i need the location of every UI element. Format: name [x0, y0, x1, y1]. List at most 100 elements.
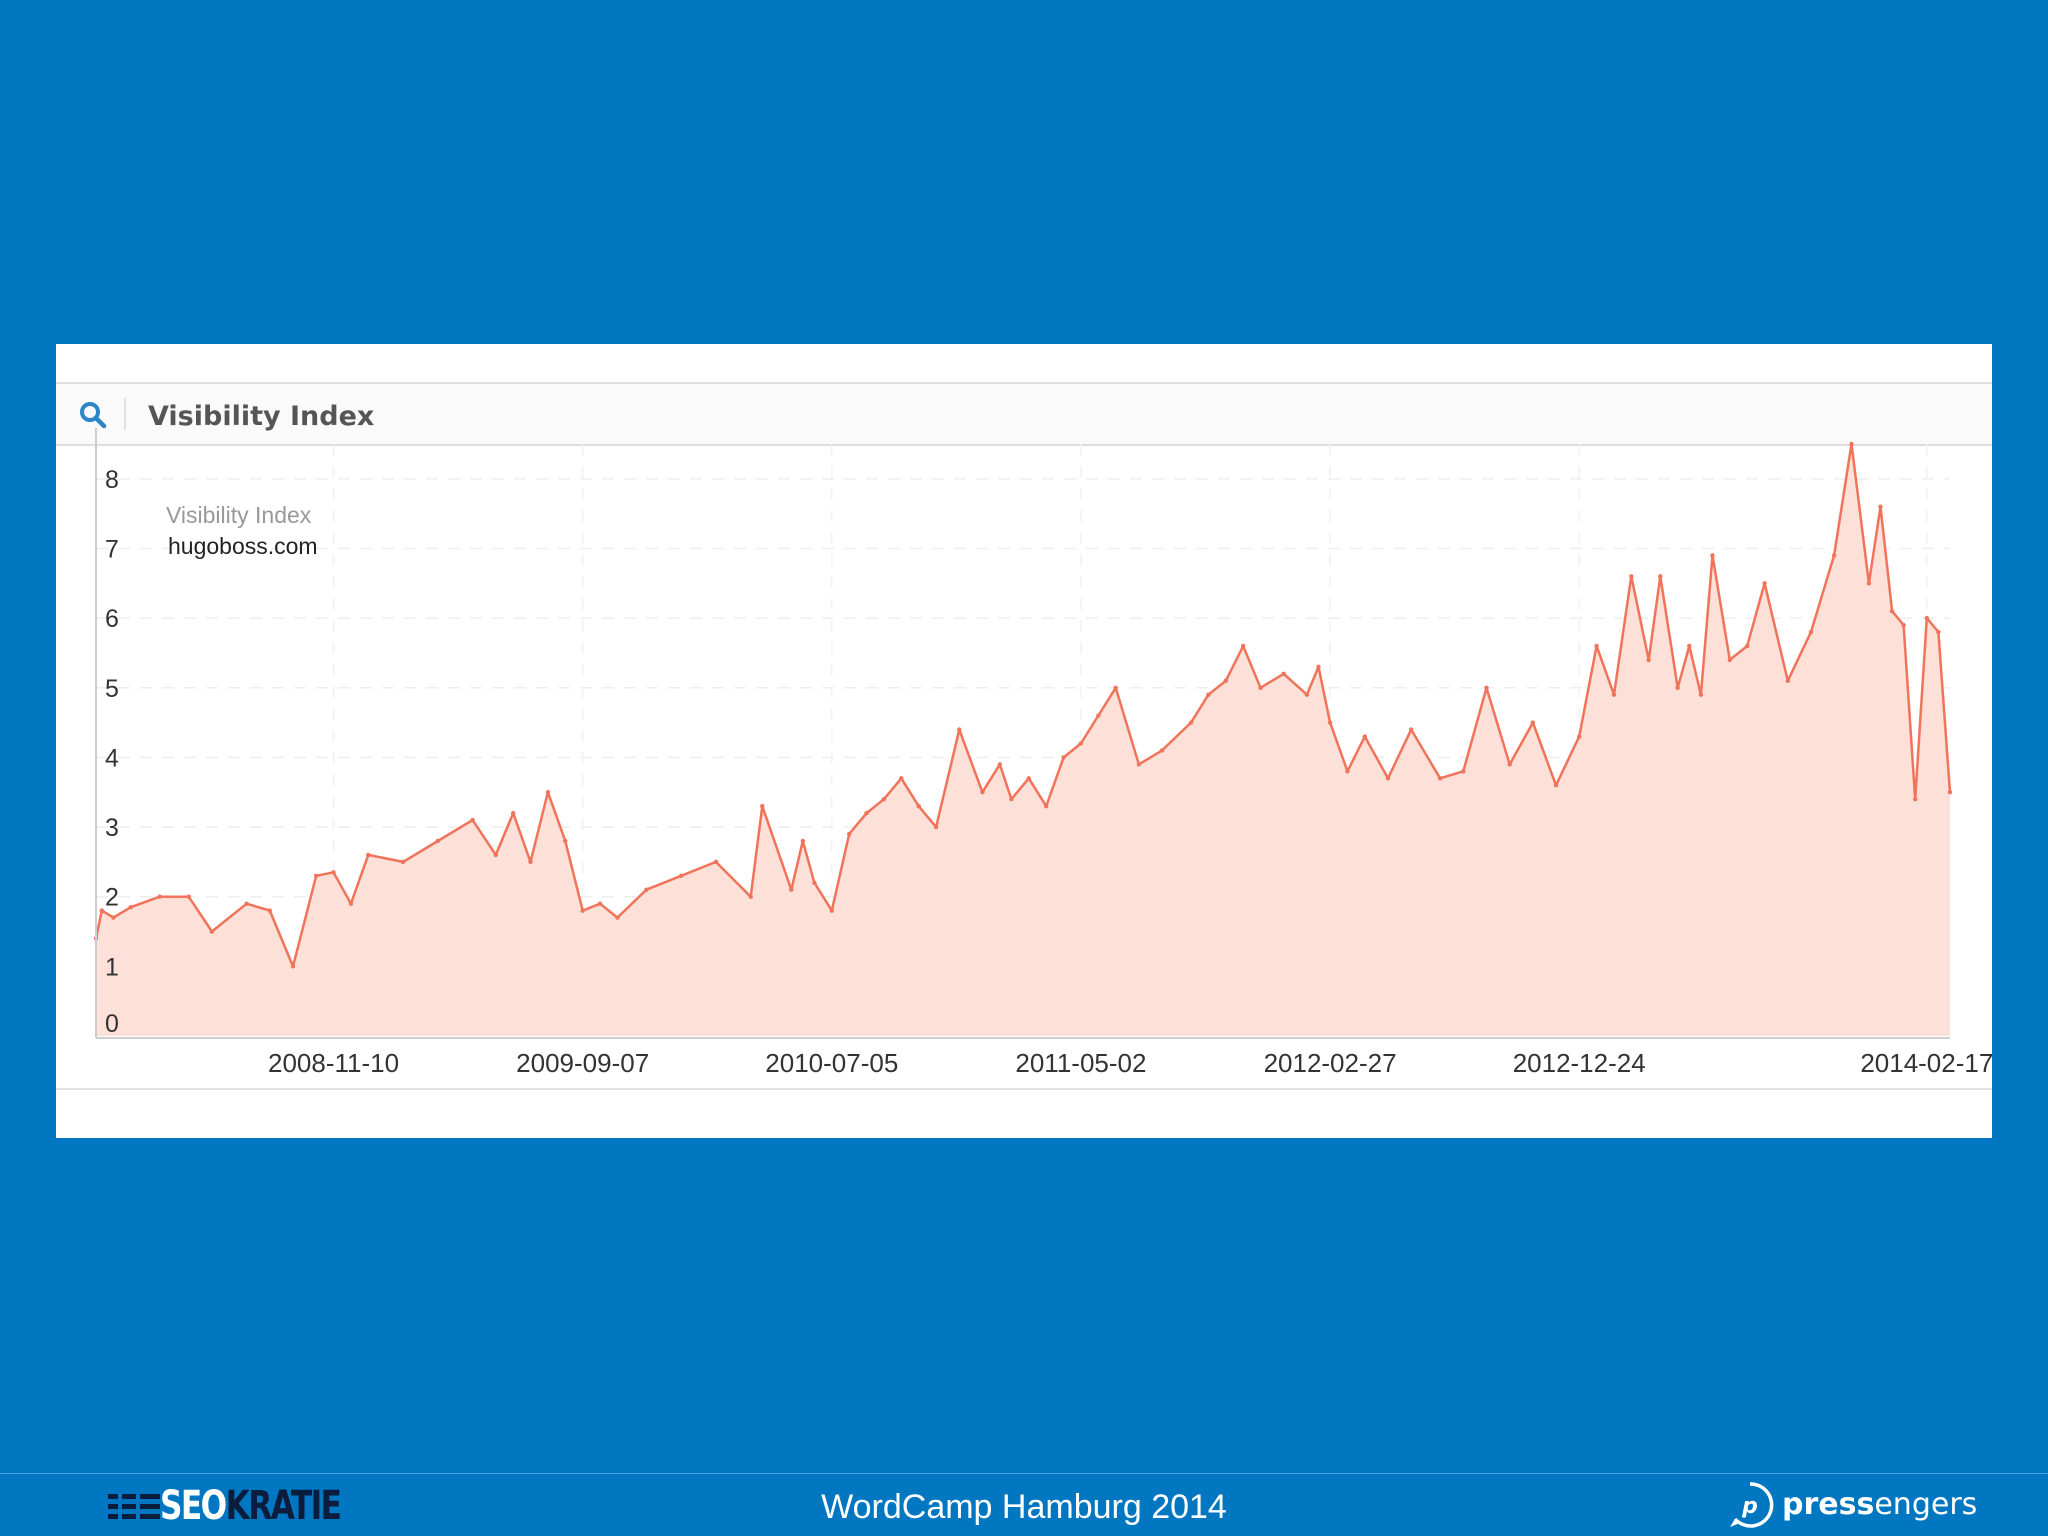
data-point	[1258, 685, 1263, 690]
data-point	[1849, 441, 1854, 447]
data-point	[1206, 692, 1211, 697]
data-point	[1878, 504, 1883, 509]
data-point	[1913, 797, 1918, 802]
data-point	[1026, 776, 1031, 781]
data-point	[1345, 769, 1350, 774]
data-point	[1831, 553, 1837, 558]
data-point	[881, 797, 887, 802]
x-tick-label: 2014-02-17	[1860, 1048, 1992, 1078]
data-point	[1408, 727, 1414, 732]
data-point	[1240, 643, 1246, 649]
data-point	[580, 908, 585, 913]
data-point	[1947, 790, 1953, 795]
data-point	[348, 901, 354, 906]
data-point	[1808, 629, 1814, 635]
data-point	[1710, 553, 1715, 558]
data-point	[1316, 664, 1321, 670]
series-area-hugoboss	[96, 444, 1950, 1036]
data-point	[980, 790, 985, 795]
series-line-hugoboss	[94, 442, 1952, 968]
data-point	[331, 870, 336, 875]
data-point	[244, 901, 249, 906]
data-point	[1043, 803, 1049, 809]
seokratie-logo: SEOKRATIE	[108, 1484, 391, 1528]
data-point	[209, 929, 215, 934]
data-point	[1785, 678, 1790, 683]
data-point	[1698, 692, 1704, 697]
data-point	[1009, 797, 1014, 802]
data-point	[510, 810, 516, 816]
data-point	[1281, 671, 1286, 677]
data-point	[800, 838, 806, 844]
data-point	[1096, 713, 1101, 718]
data-point	[1889, 608, 1895, 614]
seokratie-bars-icon	[108, 1486, 160, 1526]
data-point	[997, 762, 1003, 767]
data-point	[1646, 657, 1651, 663]
footer-divider	[0, 1473, 2048, 1474]
pressengers-wordmark: pressengers	[1782, 1487, 1978, 1522]
data-point	[290, 964, 296, 969]
data-point	[812, 880, 817, 885]
data-point	[366, 852, 371, 858]
data-point	[1924, 615, 1930, 621]
data-point	[186, 894, 191, 899]
data-point	[1159, 748, 1165, 753]
data-point	[493, 852, 498, 858]
data-point	[545, 790, 551, 795]
data-point	[1507, 762, 1512, 767]
data-point	[1629, 574, 1634, 579]
data-point	[916, 803, 921, 809]
legend-title: Visibility Index	[166, 502, 312, 528]
data-point	[933, 824, 939, 830]
data-point	[1327, 720, 1333, 725]
data-point	[1658, 574, 1663, 579]
x-tick-label: 2012-12-24	[1513, 1048, 1646, 1078]
data-point	[1484, 685, 1489, 690]
data-point	[1866, 581, 1872, 586]
y-tick-label: 5	[105, 675, 119, 703]
header-divider	[124, 398, 126, 430]
data-point	[128, 904, 133, 910]
x-tick-label: 2009-09-07	[516, 1048, 649, 1078]
legend-series-name: hugoboss.com	[168, 533, 318, 559]
search-icon[interactable]	[78, 400, 108, 430]
x-tick-label: 2008-11-10	[268, 1048, 399, 1078]
data-point	[1461, 769, 1466, 774]
data-point	[1553, 783, 1559, 788]
y-tick-label: 2	[105, 884, 119, 912]
data-point	[435, 838, 441, 844]
data-point	[267, 908, 273, 913]
data-point	[644, 887, 649, 892]
data-point	[1936, 629, 1941, 635]
pressengers-logo: p pressengers	[1726, 1480, 1977, 1530]
data-point	[313, 873, 319, 879]
y-tick-label: 6	[105, 605, 119, 633]
data-point	[1687, 643, 1692, 649]
x-tick-label: 2010-07-05	[765, 1048, 898, 1078]
pressengers-p-icon: p	[1730, 1482, 1774, 1528]
data-point	[899, 776, 904, 781]
data-point	[864, 810, 869, 816]
data-point	[1304, 692, 1310, 697]
data-point	[157, 894, 162, 899]
y-tick-label: 7	[105, 535, 119, 563]
data-point	[1061, 755, 1066, 760]
data-point	[1437, 776, 1443, 781]
data-point	[1530, 720, 1536, 725]
data-point	[1577, 734, 1582, 739]
data-point	[563, 838, 568, 844]
data-point	[400, 859, 406, 865]
data-point	[615, 915, 620, 920]
svg-text:p: p	[1741, 1494, 1758, 1519]
data-point	[789, 887, 794, 892]
data-point	[678, 873, 684, 879]
seokratie-wordmark: SEOKRATIE	[160, 1483, 342, 1529]
data-point	[957, 727, 962, 732]
data-point	[99, 908, 104, 913]
data-point	[1611, 692, 1617, 697]
data-point	[1188, 720, 1194, 725]
visibility-panel: Visibility Index 0 1 2 3 4 5 6 7 8 2008-11-10 2009…	[56, 344, 1992, 1138]
data-point	[1078, 741, 1084, 746]
data-point	[748, 894, 753, 899]
